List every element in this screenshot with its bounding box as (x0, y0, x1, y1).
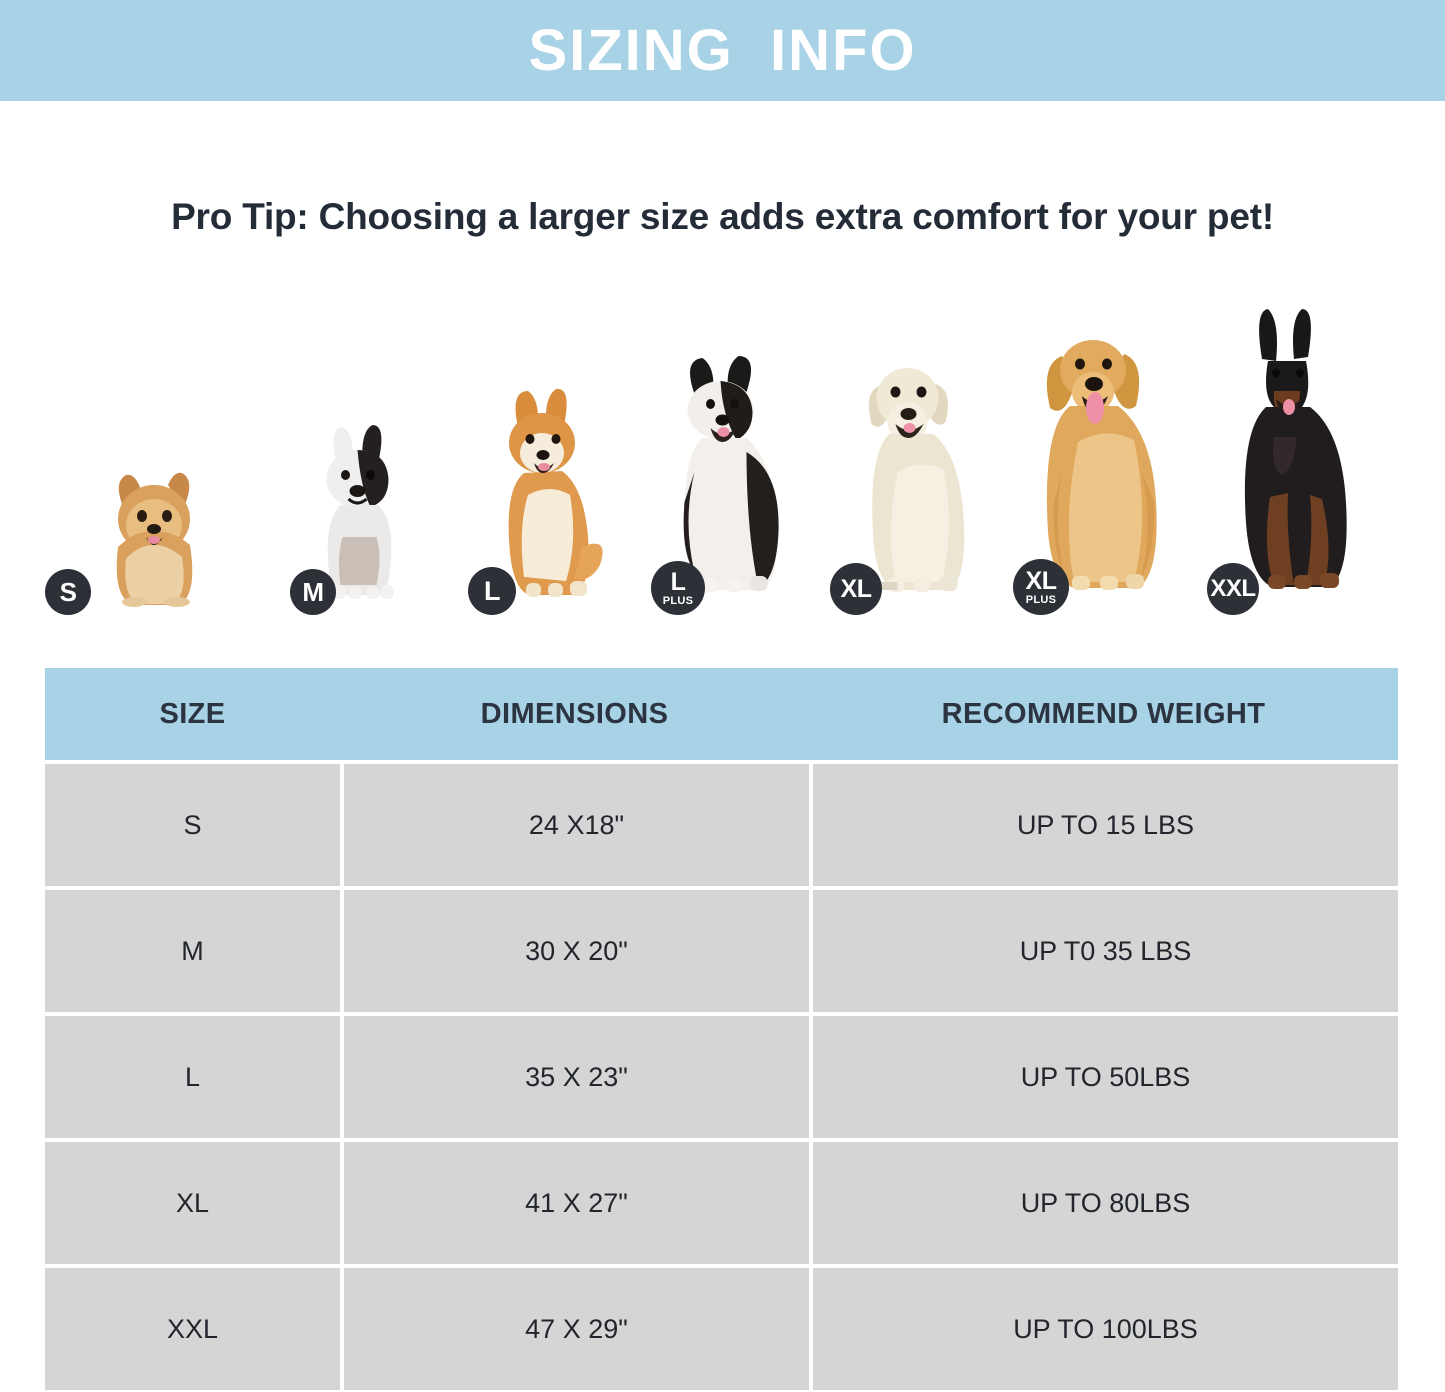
dog-shiba-inu (470, 377, 630, 607)
dog-slot-l-plus: L PLUS (615, 355, 830, 615)
size-badge-xl-plus-sub: PLUS (1025, 593, 1057, 606)
page-title: SIZING INFO (528, 18, 917, 83)
column-header-dimensions: DIMENSIONS (480, 697, 669, 730)
size-badge-l: L (468, 567, 516, 615)
table-row: L 35 X 23" UP TO 50LBS (45, 1016, 1398, 1138)
size-badge-l-plus-sub: PLUS (662, 594, 694, 607)
dog-slot-l: L (430, 380, 645, 615)
pro-tip-text: Pro Tip: Choosing a larger size adds ext… (171, 196, 1274, 237)
cell-weight: UP TO 50LBS (813, 1016, 1398, 1138)
size-badge-xl-plus-label: XL (1025, 566, 1057, 595)
cell-dimensions: 47 X 29" (344, 1268, 809, 1390)
table-header-row: SIZE DIMENSIONS RECOMMEND WEIGHT (45, 668, 1398, 760)
table-row: XL 41 X 27" UP TO 80LBS (45, 1142, 1398, 1264)
dog-border-collie (651, 352, 816, 607)
page-title-band: SIZING INFO (0, 0, 1445, 101)
size-badge-m: M (290, 569, 336, 615)
dog-slot-xl: XL (800, 345, 1015, 615)
dog-labrador (838, 342, 1003, 607)
sizing-table: SIZE DIMENSIONS RECOMMEND WEIGHT S 24 X1… (45, 668, 1398, 1390)
table-row: S 24 X18" UP TO 15 LBS (45, 764, 1398, 886)
size-badge-m-label: M (302, 577, 324, 607)
column-header-recommend-weight: RECOMMEND WEIGHT (941, 697, 1266, 730)
column-header-size: SIZE (159, 697, 226, 730)
cell-dimensions: 35 X 23" (344, 1016, 809, 1138)
dog-pomeranian (82, 439, 232, 607)
size-badge-s: S (45, 569, 91, 615)
size-badge-xl-plus: XL PLUS (1013, 559, 1069, 615)
cell-size: L (45, 1016, 340, 1138)
cell-weight: UP TO 80LBS (813, 1142, 1398, 1264)
dog-doberman (1210, 307, 1380, 607)
cell-size: S (45, 764, 340, 886)
cell-size: M (45, 890, 340, 1012)
size-badge-xxl: XXL (1207, 563, 1259, 615)
size-badge-xl-label: XL (840, 574, 872, 603)
size-badge-s-label: S (59, 577, 77, 607)
size-badge-xl: XL (830, 563, 882, 615)
cell-weight: UP TO 15 LBS (813, 764, 1398, 886)
table-row: M 30 X 20" UP T0 35 LBS (45, 890, 1398, 1012)
size-badge-xxl-label: XXL (1210, 575, 1256, 602)
cell-size: XL (45, 1142, 340, 1264)
size-badge-l-plus-label: L (670, 567, 686, 596)
cell-dimensions: 24 X18" (344, 764, 809, 886)
size-badge-l-label: L (484, 575, 501, 606)
size-badge-l-plus: L PLUS (651, 561, 705, 615)
cell-weight: UP T0 35 LBS (813, 890, 1398, 1012)
dog-french-bulldog (291, 417, 436, 607)
dog-size-lineup: S (45, 300, 1400, 615)
dog-golden-retriever (1018, 322, 1196, 607)
dog-slot-xl-plus: XL PLUS (985, 325, 1205, 615)
cell-dimensions: 30 X 20" (344, 890, 809, 1012)
table-row: XXL 47 X 29" UP TO 100LBS (45, 1268, 1398, 1390)
cell-dimensions: 41 X 27" (344, 1142, 809, 1264)
dog-slot-xxl: XXL (1185, 307, 1400, 615)
dog-slot-m: M (245, 415, 450, 615)
cell-weight: UP TO 100LBS (813, 1268, 1398, 1390)
dog-slot-s: S (45, 440, 255, 615)
cell-size: XXL (45, 1268, 340, 1390)
